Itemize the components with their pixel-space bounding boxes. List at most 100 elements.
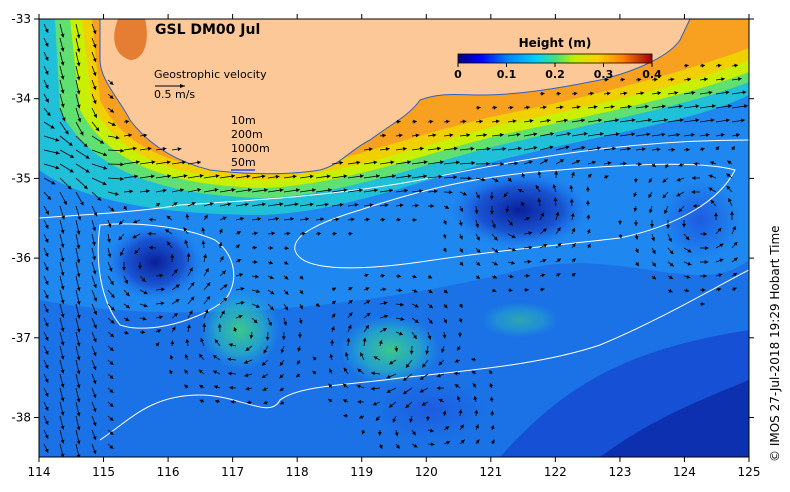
velocity-arrowhead bbox=[440, 160, 444, 165]
velocity-arrowhead bbox=[115, 135, 120, 140]
velocity-arrowhead bbox=[109, 333, 114, 338]
velocity-arrowhead bbox=[443, 289, 448, 294]
velocity-arrowhead bbox=[147, 231, 152, 236]
velocity-arrowhead bbox=[665, 164, 669, 169]
velocity-arrowhead bbox=[173, 313, 178, 317]
velocity-arrowhead bbox=[190, 296, 195, 301]
velocity-arrowhead bbox=[109, 389, 114, 393]
velocity-arrowhead bbox=[627, 146, 631, 151]
velocity-arrowhead bbox=[92, 422, 97, 427]
velocity-arrowhead bbox=[77, 216, 82, 221]
velocity-arrowhead bbox=[456, 396, 461, 401]
velocity-arrowhead bbox=[511, 260, 515, 265]
velocity-arrowhead bbox=[199, 399, 204, 404]
velocity-arrowhead bbox=[483, 133, 487, 138]
x-tick-label: 121 bbox=[479, 465, 502, 479]
velocity-arrowhead bbox=[124, 330, 129, 335]
velocity-arrowhead bbox=[443, 319, 447, 324]
eddy-high-east bbox=[480, 302, 560, 338]
velocity-arrowhead bbox=[76, 426, 81, 431]
velocity-arrowhead bbox=[489, 383, 494, 388]
velocity-arrowhead bbox=[44, 392, 49, 397]
velocity-arrowhead bbox=[693, 161, 698, 166]
velocity-arrowhead bbox=[76, 370, 81, 375]
velocity-arrowhead bbox=[328, 188, 332, 193]
velocity-arrowhead bbox=[376, 174, 380, 179]
velocity-arrowhead bbox=[664, 118, 668, 123]
velocity-arrowhead bbox=[256, 289, 260, 294]
velocity-arrowhead bbox=[502, 146, 507, 151]
velocity-arrowhead bbox=[45, 210, 49, 215]
velocity-arrowhead bbox=[223, 284, 228, 289]
velocity-arrowhead bbox=[209, 202, 214, 207]
velocity-arrowhead bbox=[678, 162, 683, 167]
velocity-arrowhead bbox=[60, 243, 65, 248]
velocity-arrowhead bbox=[109, 417, 114, 421]
velocity-arrowhead bbox=[160, 301, 165, 306]
velocity-arrowhead bbox=[477, 105, 481, 110]
velocity-arrowhead bbox=[685, 236, 690, 241]
velocity-arrowhead bbox=[691, 189, 695, 194]
velocity-arrowhead bbox=[198, 369, 203, 374]
velocity-arrowhead bbox=[60, 75, 65, 80]
velocity-arrowhead bbox=[348, 287, 353, 291]
velocity-arrowhead bbox=[384, 203, 389, 208]
velocity-arrowhead bbox=[214, 187, 219, 192]
velocity-arrowhead bbox=[428, 304, 433, 309]
velocity-arrowhead bbox=[492, 274, 497, 279]
velocity-arrowhead bbox=[621, 77, 625, 82]
velocity-arrowhead bbox=[44, 28, 49, 33]
velocity-arrowhead bbox=[99, 139, 104, 144]
velocity-arrowhead bbox=[262, 387, 267, 391]
velocity-arrowhead bbox=[366, 312, 371, 317]
map-title: GSL DM00 Jul bbox=[155, 22, 260, 38]
velocity-arrowhead bbox=[343, 383, 347, 388]
velocity-arrowhead bbox=[360, 352, 364, 357]
velocity-arrowhead bbox=[512, 119, 517, 124]
velocity-arrowhead bbox=[726, 185, 731, 190]
velocity-arrowhead bbox=[155, 342, 160, 347]
velocity-arrowhead bbox=[279, 400, 284, 405]
velocity-arrowhead bbox=[149, 245, 153, 250]
velocity-arrowhead bbox=[223, 297, 228, 302]
velocity-arrowhead bbox=[263, 400, 268, 405]
velocity-arrowhead bbox=[348, 299, 353, 304]
velocity-arrowhead bbox=[212, 355, 217, 359]
velocity-arrowhead bbox=[60, 47, 65, 52]
velocity-arrowhead bbox=[60, 257, 65, 262]
velocity-arrowhead bbox=[457, 333, 462, 338]
velocity-arrowhead bbox=[233, 327, 238, 332]
velocity-arrowhead bbox=[633, 193, 638, 198]
velocity-arrowhead bbox=[507, 177, 512, 182]
velocity-arrowhead bbox=[460, 439, 465, 444]
velocity-arrowhead bbox=[422, 363, 427, 368]
velocity-arrowhead bbox=[132, 234, 137, 239]
velocity-arrowhead bbox=[657, 91, 662, 96]
velocity-arrowhead bbox=[44, 266, 49, 271]
velocity-arrowhead bbox=[412, 431, 416, 436]
velocity-arrowhead bbox=[382, 328, 387, 332]
velocity-arrowhead bbox=[279, 361, 284, 366]
velocity-arrowhead bbox=[296, 360, 301, 365]
velocity-arrowhead bbox=[459, 235, 463, 240]
velocity-arrowhead bbox=[132, 146, 137, 151]
velocity-arrowhead bbox=[240, 216, 245, 221]
velocity-arrowhead bbox=[409, 418, 414, 423]
velocity-arrowhead bbox=[432, 133, 437, 138]
velocity-arrowhead bbox=[733, 241, 738, 246]
x-tick-label: 116 bbox=[157, 465, 180, 479]
velocity-arrowhead bbox=[535, 185, 540, 190]
velocity-arrowhead bbox=[633, 179, 638, 183]
velocity-arrowhead bbox=[221, 270, 226, 275]
velocity-arrowhead bbox=[177, 147, 182, 152]
velocity-arrowhead bbox=[732, 287, 737, 292]
velocity-arrowhead bbox=[479, 119, 483, 124]
velocity-arrowhead bbox=[415, 203, 419, 208]
velocity-arrowhead bbox=[668, 288, 673, 293]
velocity-arrowhead bbox=[215, 174, 220, 179]
depth-legend-50m: 50m bbox=[231, 156, 256, 169]
velocity-arrowhead bbox=[92, 380, 97, 385]
velocity-arrowhead bbox=[459, 207, 464, 212]
velocity-arrowhead bbox=[493, 261, 498, 266]
velocity-arrowhead bbox=[458, 409, 463, 414]
